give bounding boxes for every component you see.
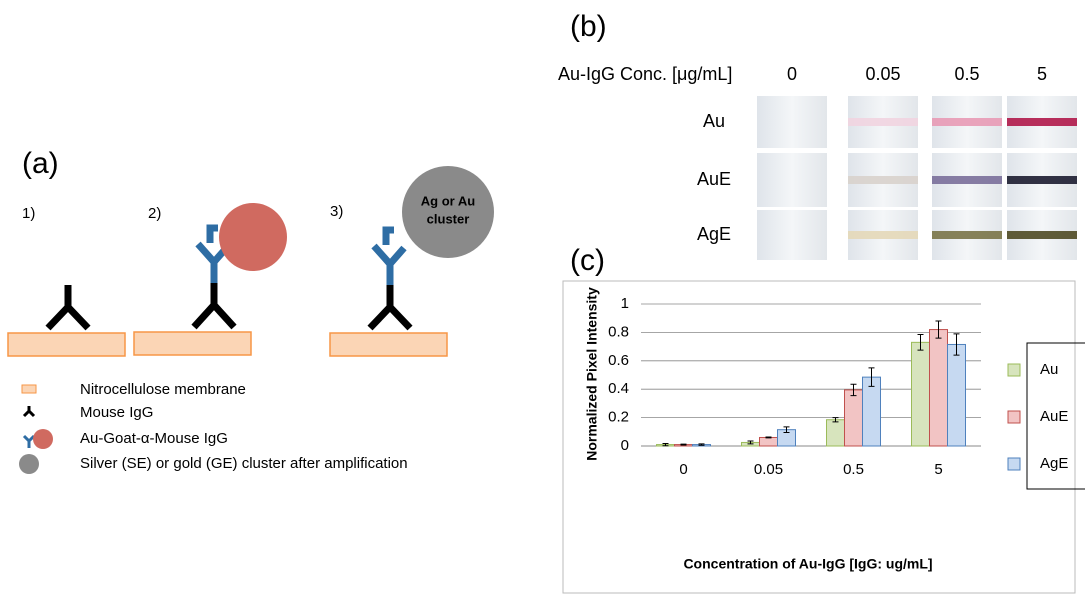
- page: {"panel_a":{"label":"(a)","steps":["1)",…: [0, 0, 1085, 596]
- au-particle: [219, 203, 287, 271]
- band: [848, 231, 918, 239]
- panel-label: (c): [570, 244, 605, 277]
- legend-swatch: [19, 454, 39, 474]
- step-label: 1): [22, 205, 35, 222]
- band: [848, 118, 918, 126]
- x-axis-title: Concentration of Au-IgG [IgG: ug/mL]: [683, 556, 932, 572]
- bar: [930, 330, 948, 446]
- conc-label: 0.5: [954, 64, 979, 84]
- band: [848, 176, 918, 184]
- band: [932, 176, 1002, 184]
- legend-swatch: [1008, 458, 1020, 470]
- x-tick-label: 0.05: [754, 461, 783, 478]
- chart-frame: [563, 281, 1075, 593]
- legend-swatch: [33, 429, 53, 449]
- conc-label: 0: [787, 64, 797, 84]
- y-tick-label: 0.8: [608, 323, 629, 340]
- mouse-igg: [48, 283, 410, 328]
- error-bar: [681, 444, 687, 445]
- step-label: 2): [148, 205, 161, 222]
- legend-swatch: [1008, 364, 1020, 376]
- bar: [827, 420, 845, 446]
- conc-label: 0.05: [865, 64, 900, 84]
- x-tick-label: 0: [679, 461, 687, 478]
- y-tick-label: 0.6: [608, 352, 629, 369]
- legend-swatch: [22, 385, 36, 393]
- cluster-label: cluster: [427, 211, 470, 226]
- y-tick-label: 0.2: [608, 409, 629, 426]
- legend-label: Au: [1040, 361, 1058, 378]
- x-tick-label: 0.5: [843, 461, 864, 478]
- error-bar: [766, 437, 772, 438]
- legend-swatch: [1008, 411, 1020, 423]
- y-axis-title: Normalized Pixel Intensity: [584, 287, 600, 461]
- bar: [845, 390, 863, 446]
- band: [932, 118, 1002, 126]
- bar: [912, 342, 930, 446]
- cluster-label: Ag or Au: [421, 193, 475, 208]
- band: [932, 231, 1002, 239]
- panel-label: (a): [22, 147, 59, 180]
- y-tick-label: 0: [621, 437, 629, 454]
- legend-label: AuE: [1040, 408, 1068, 425]
- legend-label: AgE: [1040, 455, 1068, 472]
- strips: [757, 96, 1077, 260]
- step-label: 3): [330, 203, 343, 220]
- panel-label: (b): [570, 10, 607, 43]
- membranes: [8, 332, 447, 356]
- bar: [863, 377, 881, 446]
- legend-text: Silver (SE) or gold (GE) cluster after a…: [80, 455, 408, 472]
- row-label: Au: [703, 111, 725, 131]
- conc-label: 5: [1037, 64, 1047, 84]
- y-tick-label: 1: [621, 295, 629, 312]
- strip: [757, 153, 827, 207]
- header: Au-IgG Conc. [μg/mL]: [558, 64, 732, 84]
- legend-text: Au-Goat-α-Mouse IgG: [80, 430, 228, 447]
- figure: (a) 1) 2) 3) Ag or Au cluster Nitrocellu…: [0, 0, 1085, 596]
- strip: [757, 96, 827, 148]
- y-tick-label: 0.4: [608, 380, 629, 397]
- bar: [760, 437, 778, 446]
- band: [1007, 231, 1077, 239]
- band: [1007, 118, 1077, 126]
- band: [1007, 176, 1077, 184]
- legend-swatch: [24, 436, 34, 448]
- x-tick-label: 5: [934, 461, 942, 478]
- row-label: AuE: [697, 169, 731, 189]
- legend-swatch: [24, 406, 34, 416]
- legend-text: Nitrocellulose membrane: [80, 381, 246, 398]
- row-label: AgE: [697, 224, 731, 244]
- bar: [948, 344, 966, 446]
- legend-text: Mouse IgG: [80, 404, 153, 421]
- strip: [757, 210, 827, 260]
